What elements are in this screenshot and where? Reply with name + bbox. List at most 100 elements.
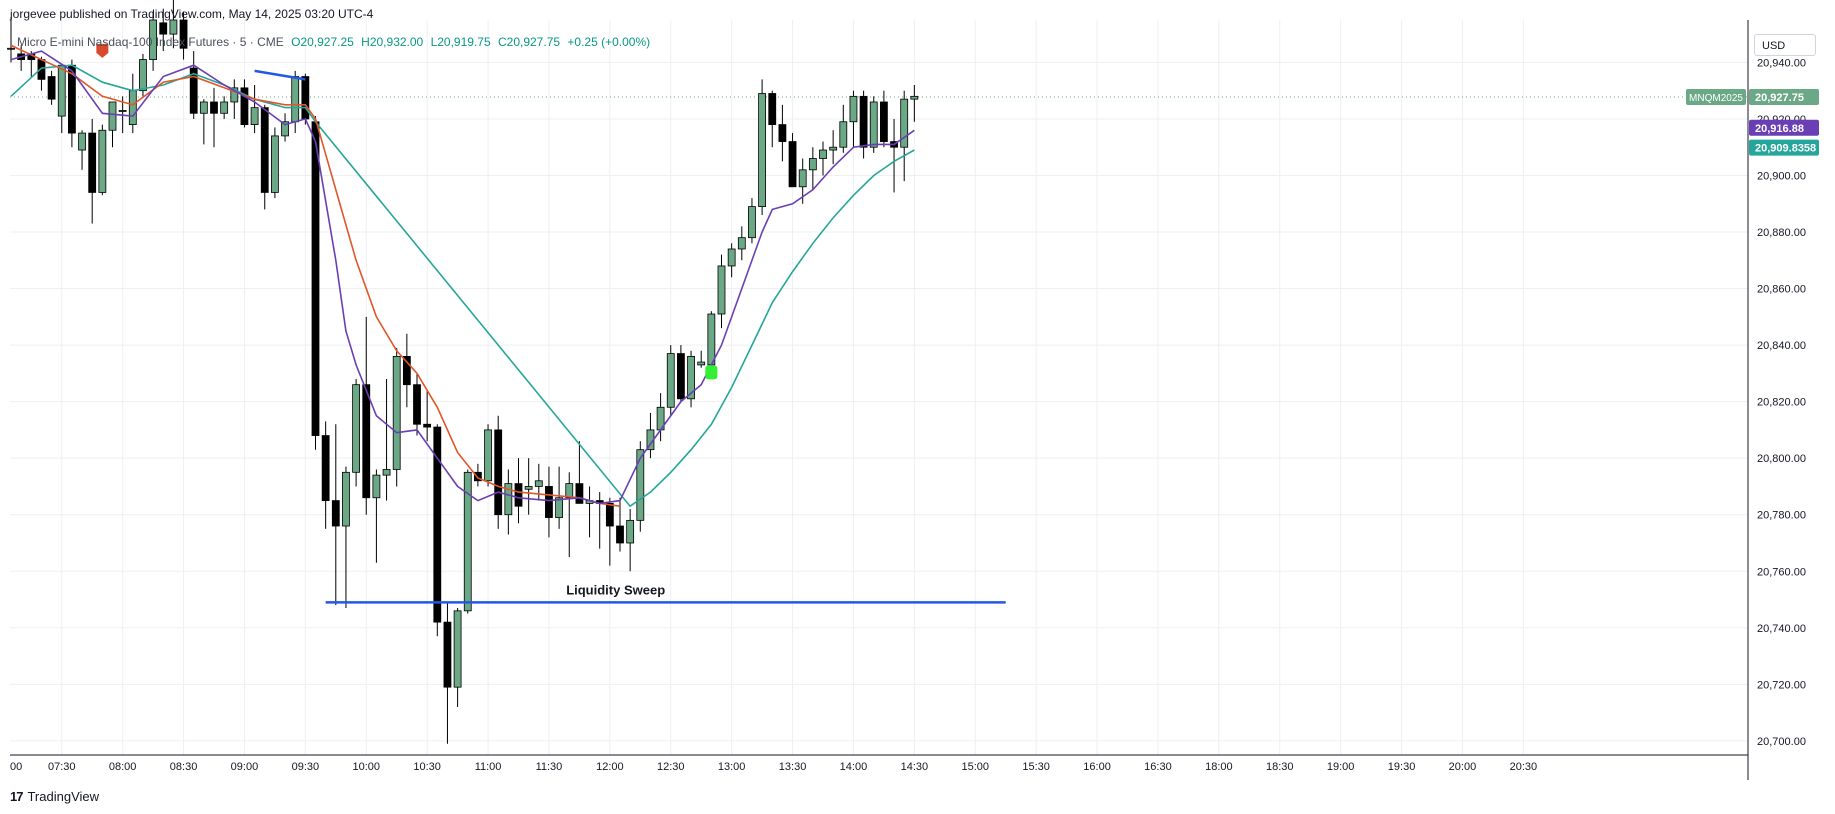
candle-up bbox=[748, 206, 756, 239]
x-tick-label: 15:00 bbox=[961, 761, 989, 773]
legend-low: L20,919.75 bbox=[430, 35, 491, 49]
publish-line: jorgevee published on TradingView.com, M… bbox=[10, 7, 374, 21]
candle-up bbox=[717, 265, 726, 315]
legend-change: +0.25 (+0.00%) bbox=[567, 35, 651, 49]
x-tick-label: 09:00 bbox=[231, 761, 259, 773]
candle-up bbox=[636, 449, 645, 521]
x-tick-label: 10:30 bbox=[413, 761, 441, 773]
y-tick-label: 20,800.00 bbox=[1757, 453, 1806, 465]
x-tick-label: 13:00 bbox=[718, 761, 746, 773]
brand-name: TradingView bbox=[27, 789, 100, 804]
candle-down bbox=[605, 503, 614, 527]
candle-up bbox=[118, 110, 127, 112]
candle-up bbox=[270, 135, 279, 193]
symbol-tag-label: MNQM2025 bbox=[1689, 93, 1743, 104]
x-tick-label: 16:00 bbox=[1083, 761, 1111, 773]
y-tick-label: 20,900.00 bbox=[1757, 170, 1806, 182]
x-tick-label: 14:30 bbox=[901, 761, 929, 773]
candle-up bbox=[707, 313, 716, 366]
candle-up bbox=[139, 59, 147, 92]
candle-up bbox=[463, 471, 472, 612]
legend-close: C20,927.75 bbox=[497, 35, 561, 49]
candle-up bbox=[108, 101, 117, 131]
candle-up bbox=[453, 610, 462, 688]
y-tick-label: 20,820.00 bbox=[1757, 397, 1806, 409]
candle-up bbox=[798, 169, 807, 188]
candle-up bbox=[697, 361, 706, 366]
candle-up bbox=[392, 356, 401, 470]
tradingview-logo-icon: 17 bbox=[10, 789, 24, 804]
candle-up bbox=[808, 158, 817, 171]
candle-down bbox=[47, 76, 56, 100]
candle-up bbox=[869, 101, 878, 148]
candle-up bbox=[829, 146, 838, 151]
candle-up bbox=[250, 107, 259, 125]
candle-up bbox=[687, 356, 695, 400]
candle-up bbox=[534, 480, 543, 487]
candle-up bbox=[727, 248, 736, 267]
candle-down bbox=[260, 107, 269, 193]
candle-down bbox=[321, 435, 330, 501]
candle-up bbox=[7, 47, 15, 50]
candle-up bbox=[524, 486, 533, 490]
y-tick-label: 20,860.00 bbox=[1757, 284, 1806, 296]
candle-up bbox=[220, 101, 229, 114]
candle-up bbox=[626, 519, 635, 544]
candle-down bbox=[413, 384, 421, 425]
currency-button[interactable]: USD bbox=[1754, 34, 1816, 56]
ema-slow-line bbox=[10, 64, 915, 508]
candle-down bbox=[301, 76, 310, 120]
x-tick-label: 18:30 bbox=[1266, 761, 1294, 773]
legend-high: H20,932.00 bbox=[361, 35, 424, 49]
y-tick-label: 20,740.00 bbox=[1757, 623, 1806, 635]
candle-down bbox=[514, 483, 523, 507]
x-tick-label: 10:00 bbox=[352, 761, 380, 773]
candle-down bbox=[616, 525, 624, 544]
candle-up bbox=[504, 483, 513, 516]
candle-down bbox=[159, 22, 168, 35]
candle-down bbox=[473, 471, 482, 482]
candle-down bbox=[331, 500, 340, 527]
candle-up bbox=[758, 93, 766, 207]
x-tick-label: 16:30 bbox=[1144, 761, 1172, 773]
buy-marker-icon bbox=[705, 365, 718, 380]
candle-down bbox=[677, 353, 685, 400]
symbol-name[interactable]: Micro E-mini Nasdaq-100 Index Futures · … bbox=[17, 35, 284, 49]
x-tick-label: 12:30 bbox=[657, 761, 685, 773]
x-tick-label: 18:00 bbox=[1205, 761, 1233, 773]
ema-fast-line bbox=[10, 50, 915, 505]
candle-down bbox=[778, 124, 787, 142]
candle-up bbox=[555, 497, 563, 518]
candle-up bbox=[849, 95, 858, 123]
candle-down bbox=[575, 483, 584, 504]
symbol-legend: Micro E-mini Nasdaq-100 Index Futures · … bbox=[17, 35, 650, 49]
price-axis-tag bbox=[1749, 89, 1819, 106]
liquidity-sweep-label: Liquidity Sweep bbox=[566, 582, 665, 597]
y-tick-label: 20,840.00 bbox=[1757, 340, 1806, 352]
candle-down bbox=[433, 426, 442, 623]
x-tick-label: 08:30 bbox=[170, 761, 198, 773]
x-tick-label: 00 bbox=[10, 761, 22, 773]
candle-down bbox=[240, 87, 249, 125]
price-axis-tag-value: 20,927.75 bbox=[1755, 92, 1804, 104]
candle-up bbox=[819, 149, 827, 159]
candle-down bbox=[189, 67, 198, 114]
candle-down bbox=[88, 132, 97, 193]
x-tick-label: 11:30 bbox=[536, 761, 563, 773]
candle-down bbox=[545, 486, 553, 518]
x-tick-label: 13:30 bbox=[779, 761, 807, 773]
candle-down bbox=[179, 19, 188, 49]
x-tick-label: 14:00 bbox=[840, 761, 868, 773]
candle-up bbox=[565, 483, 574, 499]
x-tick-label: 08:00 bbox=[109, 761, 137, 773]
y-tick-label: 20,940.00 bbox=[1757, 57, 1806, 69]
candle-down bbox=[362, 384, 371, 499]
x-tick-label: 19:30 bbox=[1388, 761, 1416, 773]
candle-up bbox=[149, 19, 158, 60]
x-tick-label: 15:30 bbox=[1022, 761, 1050, 773]
candle-up bbox=[98, 129, 107, 193]
candle-up bbox=[230, 87, 239, 103]
tradingview-brand[interactable]: 17 TradingView bbox=[10, 789, 99, 804]
candle-down bbox=[859, 95, 868, 148]
